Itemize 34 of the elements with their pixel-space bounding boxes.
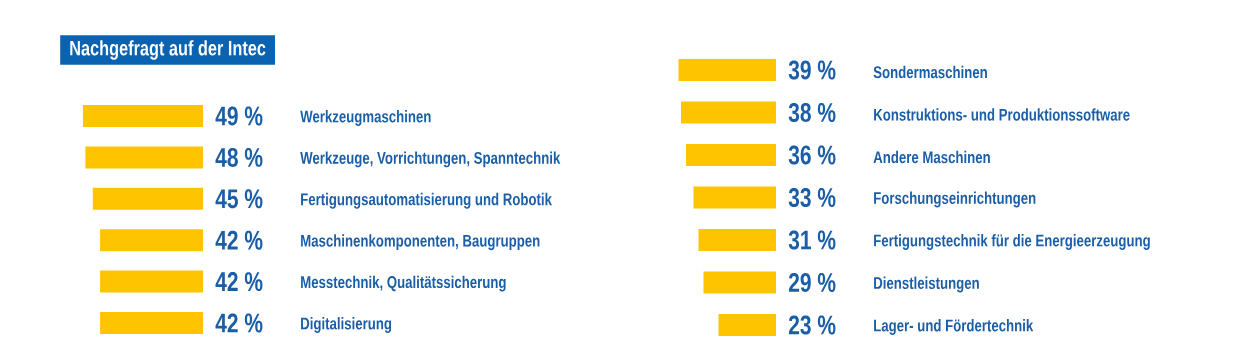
y-tick-label: Werkzeugmaschinen (300, 110, 431, 126)
data-label: 49 % (215, 106, 263, 126)
bar (678, 59, 777, 81)
data-label: 31 % (788, 230, 836, 250)
y-tick-label: Messtechnik, Qualitätssicherung (301, 275, 506, 292)
bar (703, 271, 777, 294)
bar (693, 186, 777, 209)
bar (681, 101, 777, 124)
y-tick-label: Lager- und Fördertechnik (874, 319, 1034, 335)
bar (718, 314, 777, 336)
bar (698, 229, 777, 251)
y-tick-label: Forschungseinrichtungen (874, 191, 1036, 208)
data-label: 42 % (215, 272, 263, 292)
y-tick-label: Konstruktions- und Produktionssoftware (874, 108, 1130, 121)
bar (686, 144, 777, 166)
y-tick-label: Sondermaschinen (873, 65, 987, 79)
y-tick-label: Maschinenkomponenten, Baugruppen (301, 234, 540, 251)
data-label: 33 % (788, 187, 836, 208)
data-label: 42 % (215, 313, 263, 333)
data-label: 29 % (788, 272, 836, 293)
data-label: 23 % (788, 315, 836, 335)
chart-title: Nachgefragt auf der Intec (70, 40, 266, 60)
y-tick-label: Fertigungsautomatisierung und Robotik (301, 192, 552, 209)
data-label: 39 % (788, 60, 836, 80)
y-tick-label: Fertigungstechnik für die Energieerzeugung (874, 234, 1150, 250)
data-label: 38 % (788, 102, 836, 123)
y-tick-label: Andere Maschinen (873, 150, 990, 164)
data-label: 36 % (788, 145, 836, 165)
data-label: 42 % (215, 230, 263, 250)
y-tick-label: Digitalisierung (301, 317, 392, 333)
y-tick-label: Dienstleistungen (874, 276, 979, 293)
data-label: 48 % (215, 147, 263, 167)
y-tick-label: Werkzeuge, Vorrichtungen, Spanntechnik (300, 151, 561, 168)
data-label: 45 % (215, 189, 263, 209)
